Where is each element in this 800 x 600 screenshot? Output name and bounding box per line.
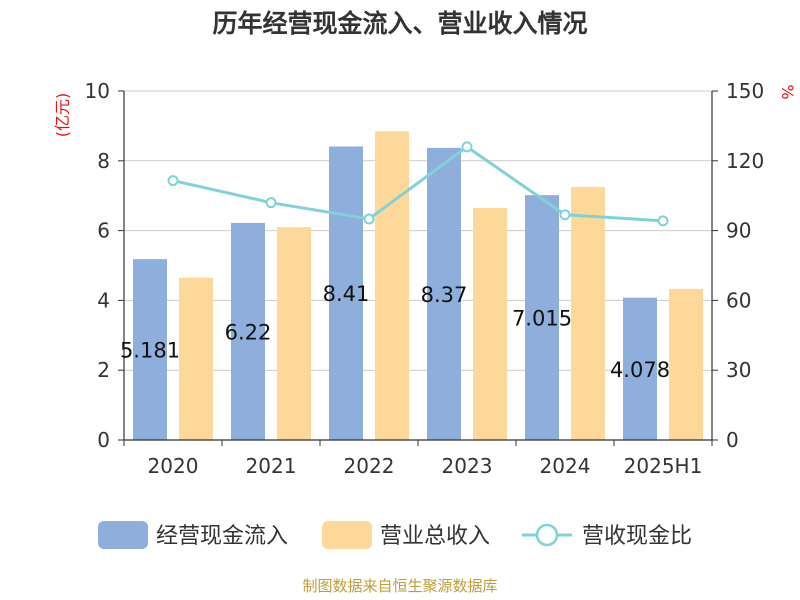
y-left-axis-label: (亿元) (53, 93, 72, 138)
ratio-line-path (172, 144, 664, 223)
cash-inflow-bar (133, 259, 167, 440)
ratio-point (461, 141, 473, 153)
y-left-tick-label: 8 (97, 149, 110, 173)
data-label: 5.181 (120, 339, 180, 363)
x-tick-label: 2021 (246, 454, 297, 478)
grid (124, 90, 712, 371)
x-tick-label: 2024 (540, 454, 591, 478)
revenue-bar (375, 131, 409, 440)
y-left-tick-label: 2 (97, 358, 110, 382)
y-right-tick-label: 30 (726, 358, 751, 382)
source-note: 制图数据来自恒生聚源数据库 (302, 577, 497, 595)
data-label: 7.015 (512, 307, 572, 331)
ratio-point (167, 175, 179, 187)
legend-label: 营收现金比 (582, 524, 692, 549)
x-tick-label: 2023 (442, 454, 493, 478)
data-label: 8.37 (421, 283, 468, 307)
cash-inflow-bar (329, 146, 363, 440)
legend-label: 营业总收入 (380, 524, 490, 549)
y-right-tick-label: 120 (726, 149, 764, 173)
legend-swatch (322, 521, 372, 549)
y-right-tick-label: 90 (726, 219, 751, 243)
ratio-point (363, 213, 375, 225)
legend: 经营现金流入 营业总收入 营收现金比 (98, 521, 692, 549)
x-tick-label: 2020 (148, 454, 199, 478)
chart-title: 历年经营现金流入、营业收入情况 (212, 9, 587, 38)
revenue-bar (669, 288, 703, 440)
legend-label: 经营现金流入 (156, 524, 288, 549)
x-tick-label: 2025H1 (624, 454, 703, 478)
legend-swatch (98, 521, 148, 549)
ratio-point (265, 197, 277, 209)
revenue-bar (179, 277, 213, 440)
cash-inflow-bar (525, 195, 559, 440)
bars (133, 131, 703, 440)
x-tick-label: 2022 (344, 454, 395, 478)
cash-inflow-bar (427, 147, 461, 440)
y-left-tick-label: 6 (97, 219, 110, 243)
y-right-axis-label: % (778, 84, 797, 99)
y-left-tick-label: 4 (97, 288, 110, 312)
data-labels: 5.181 6.22 8.41 8.37 7.015 4.078 (120, 282, 670, 382)
y-right-tick-label: 0 (726, 428, 739, 452)
data-label: 4.078 (610, 358, 670, 382)
axes: 0 2 4 6 8 10 0 30 60 90 120 150 2020 2021 2022 2023 2024… (85, 79, 765, 478)
ratio-point (559, 209, 571, 221)
data-label: 8.41 (323, 282, 370, 306)
y-right-tick-label: 60 (726, 288, 751, 312)
ratio-line (167, 141, 669, 227)
revenue-bar (277, 227, 311, 440)
revenue-bar (571, 186, 605, 440)
ratio-point (657, 215, 669, 227)
legend-marker (535, 523, 559, 547)
y-right-tick-label: 150 (726, 79, 764, 103)
data-label: 6.22 (225, 320, 272, 344)
y-left-tick-label: 0 (97, 428, 110, 452)
cash-inflow-bar (231, 222, 265, 440)
revenue-bar (473, 207, 507, 440)
y-left-tick-label: 10 (85, 79, 110, 103)
cash-inflow-bar (623, 297, 657, 440)
